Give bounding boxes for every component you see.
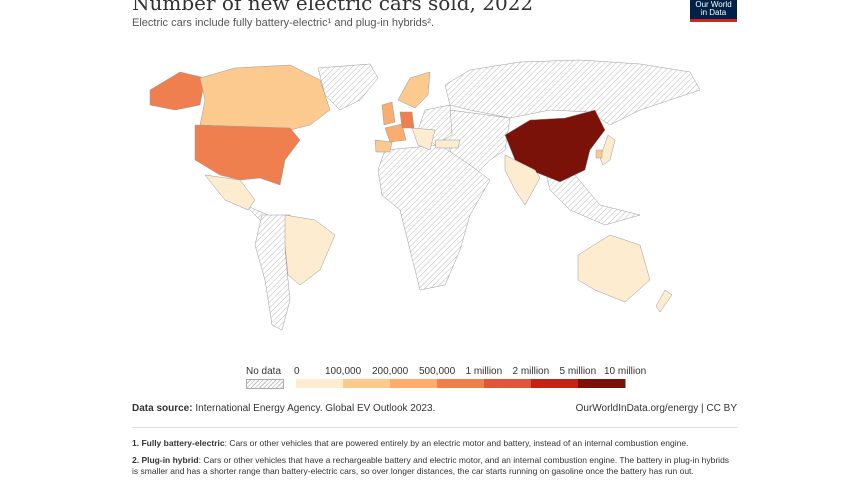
country-germany (399, 111, 415, 129)
legend-swatch (296, 379, 344, 388)
credit-link[interactable]: OurWorldInData.org/energy | CC BY (575, 403, 737, 414)
country-new-zealand (655, 289, 673, 313)
country-australia (577, 234, 651, 303)
legend-tick-label: 1 million (465, 366, 503, 377)
legend-tick-label: 100,000 (325, 366, 362, 377)
legend-tick-label: 200,000 (372, 366, 409, 377)
country-alaska (149, 71, 206, 111)
legend-tick-label: 5 million (559, 366, 597, 377)
world-map (149, 59, 701, 331)
region-southeast-asia (544, 169, 641, 226)
legend-swatch (437, 379, 485, 388)
legend-tick-label: 10 million (604, 366, 647, 377)
legend-tick-label: 0 (294, 366, 300, 377)
data-source: Data source: International Energy Agency… (132, 403, 436, 414)
country-france (384, 123, 407, 143)
legend-tick-label: 500,000 (419, 366, 456, 377)
footnote-2: 2. Plug-in hybrid: Cars or other vehicle… (132, 455, 730, 476)
legend-swatch (390, 379, 438, 388)
country-turkey (434, 139, 461, 149)
chart-title: Number of new electric cars sold, 2022 (132, 0, 534, 15)
country-mexico (204, 174, 256, 211)
country-italy-etc (411, 127, 436, 151)
country-scandinavia (397, 71, 431, 109)
country-south-korea (595, 149, 603, 159)
region-russia (444, 59, 701, 126)
country-uk (381, 101, 396, 126)
country-spain (374, 139, 393, 153)
legend-no-data-label: No data (246, 366, 282, 377)
legend-tick-label: 2 million (512, 366, 550, 377)
legend-no-data-swatch (246, 379, 284, 389)
legend-swatch (578, 379, 626, 388)
footnote-1: 1. Fully battery-electric: Cars or other… (132, 438, 689, 448)
chart-subtitle: Electric cars include fully battery-elec… (132, 17, 435, 29)
region-africa (377, 144, 491, 291)
legend-swatch (484, 379, 532, 388)
owid-logo[interactable]: Our World in Data (690, 0, 737, 22)
country-india (504, 154, 541, 206)
country-canada (199, 64, 331, 131)
divider (132, 427, 737, 428)
country-brazil (284, 214, 336, 286)
legend-swatch (343, 379, 391, 388)
legend-swatch (531, 379, 579, 388)
country-usa (194, 124, 301, 186)
